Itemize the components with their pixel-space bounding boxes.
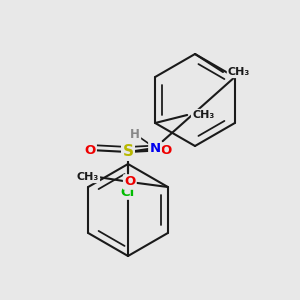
Text: S: S (122, 145, 134, 160)
Text: CH₃: CH₃ (77, 172, 99, 182)
Text: CH₃: CH₃ (192, 110, 214, 120)
Text: O: O (84, 143, 96, 157)
Text: N: N (149, 142, 161, 154)
Text: CH₃: CH₃ (228, 67, 250, 77)
Text: O: O (124, 176, 136, 188)
Text: Cl: Cl (121, 185, 135, 199)
Text: O: O (160, 143, 172, 157)
Text: H: H (130, 128, 140, 140)
